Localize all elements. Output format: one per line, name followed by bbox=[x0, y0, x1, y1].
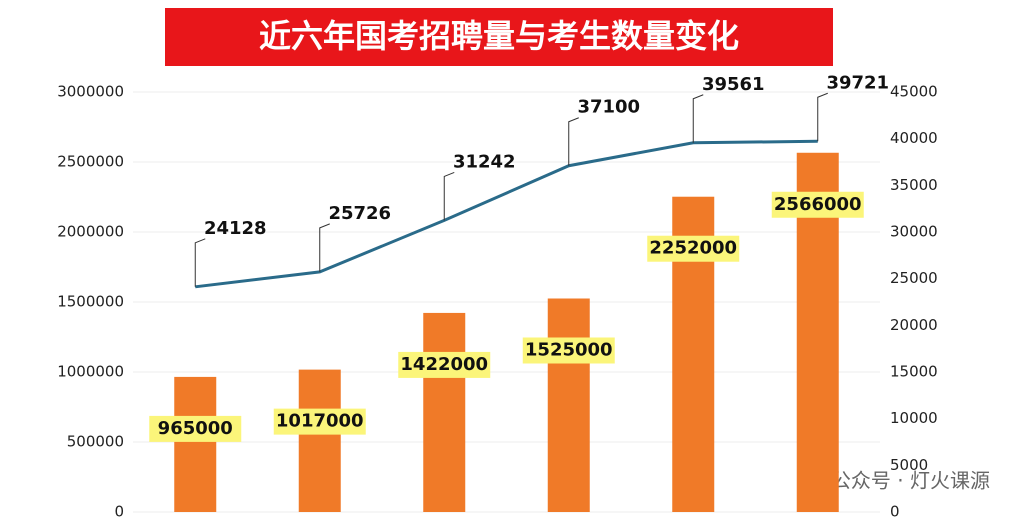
y2-tick-label: 5000 bbox=[890, 456, 928, 474]
value-label-bg bbox=[522, 337, 615, 364]
bar bbox=[423, 312, 466, 512]
value-label-bg bbox=[771, 191, 864, 218]
chart-title: 近六年国考招聘量与考生数量变化 bbox=[259, 17, 739, 55]
leader-line bbox=[319, 223, 330, 272]
value-label: 2566000 bbox=[774, 194, 862, 215]
value-label-bg bbox=[149, 415, 242, 442]
y2-tick-label: 30000 bbox=[890, 223, 938, 241]
value-label: 39721 bbox=[826, 72, 889, 93]
y-tick-label: 3000000 bbox=[57, 83, 124, 101]
y2-tick-label: 45000 bbox=[890, 83, 938, 101]
bar bbox=[174, 376, 217, 512]
y2-tick-label: 20000 bbox=[890, 316, 938, 334]
value-label: 965000 bbox=[158, 418, 233, 439]
value-label-bg bbox=[647, 235, 740, 262]
y-tick-label: 1500000 bbox=[57, 293, 124, 311]
leader-line bbox=[194, 238, 206, 287]
value-label: 25726 bbox=[328, 203, 391, 224]
value-label: 1017000 bbox=[276, 411, 364, 432]
value-label-bg bbox=[398, 351, 491, 378]
value-label: 37100 bbox=[577, 97, 640, 118]
leader-line bbox=[443, 171, 455, 221]
y2-tick-label: 0 bbox=[890, 503, 900, 521]
y2-tick-label: 35000 bbox=[890, 176, 938, 194]
value-label: 39561 bbox=[702, 74, 765, 95]
value-label: 31242 bbox=[453, 151, 516, 172]
value-label: 1422000 bbox=[400, 354, 488, 375]
y-tick-label: 500000 bbox=[67, 433, 124, 451]
value-label: 2252000 bbox=[649, 238, 737, 259]
line bbox=[195, 139, 818, 289]
watermark: 公众号 · 灯火课源 bbox=[831, 469, 990, 493]
leader-line bbox=[568, 117, 579, 166]
y-tick-label: 0 bbox=[114, 503, 124, 521]
y-tick-label: 1000000 bbox=[57, 363, 124, 381]
bar bbox=[547, 298, 590, 512]
value-label: 24128 bbox=[204, 218, 267, 239]
y2-tick-label: 15000 bbox=[890, 363, 938, 381]
y-tick-label: 2000000 bbox=[57, 223, 124, 241]
title-box bbox=[165, 8, 833, 66]
bar bbox=[298, 369, 341, 512]
y2-tick-label: 40000 bbox=[890, 129, 938, 147]
y-tick-label: 2500000 bbox=[57, 153, 124, 171]
y2-tick-label: 25000 bbox=[890, 269, 938, 287]
leader-line bbox=[692, 94, 704, 143]
value-label: 1525000 bbox=[525, 340, 613, 361]
leader-line bbox=[817, 92, 828, 142]
y2-tick-label: 10000 bbox=[890, 409, 938, 427]
value-label-bg bbox=[273, 408, 366, 435]
